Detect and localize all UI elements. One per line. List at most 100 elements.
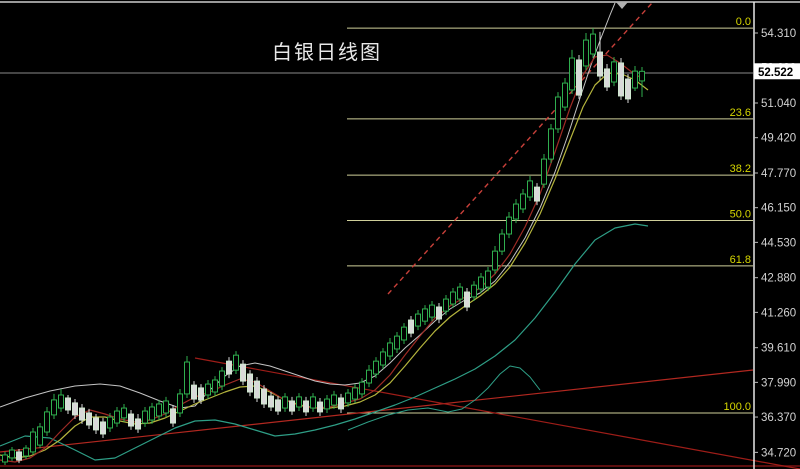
candle-up[interactable]: [611, 61, 617, 83]
candle-up[interactable]: [219, 370, 225, 387]
candle-down[interactable]: [240, 363, 246, 382]
descending-trendline[interactable]: [194, 357, 800, 469]
candle-down[interactable]: [408, 319, 414, 334]
candle-down[interactable]: [16, 451, 22, 461]
candle-up[interactable]: [387, 342, 393, 357]
candle-up[interactable]: [380, 351, 386, 366]
candle-up[interactable]: [345, 392, 351, 404]
candle-up[interactable]: [520, 193, 526, 210]
candle-up[interactable]: [310, 396, 316, 409]
candle-up[interactable]: [443, 298, 449, 312]
candle-up[interactable]: [37, 426, 43, 446]
candle-down[interactable]: [625, 78, 631, 100]
candle-up[interactable]: [429, 304, 435, 318]
candle-up[interactable]: [632, 70, 638, 89]
candle-up[interactable]: [331, 394, 337, 406]
candle-up[interactable]: [415, 313, 421, 327]
candle-up[interactable]: [296, 396, 302, 408]
candle-up[interactable]: [114, 410, 120, 424]
candle-up[interactable]: [212, 379, 218, 393]
candle-up[interactable]: [121, 407, 127, 419]
candle-down[interactable]: [65, 397, 71, 411]
candle-down[interactable]: [86, 412, 92, 426]
candle-down[interactable]: [534, 186, 540, 202]
candle-up[interactable]: [373, 360, 379, 375]
candle-up[interactable]: [184, 361, 190, 395]
candle-down[interactable]: [128, 413, 134, 427]
candle-down[interactable]: [247, 373, 253, 393]
candle-up[interactable]: [499, 233, 505, 252]
candle-down[interactable]: [100, 421, 106, 435]
candle-up[interactable]: [541, 158, 547, 185]
candle-down[interactable]: [254, 380, 260, 399]
candle-up[interactable]: [506, 216, 512, 235]
price-axis[interactable]: 54.31052.69051.04049.42047.77046.15044.5…: [753, 2, 796, 469]
candle-up[interactable]: [58, 394, 64, 409]
candle-up[interactable]: [205, 383, 211, 396]
candle-up[interactable]: [527, 180, 533, 198]
candle-up[interactable]: [44, 411, 50, 433]
candle-down[interactable]: [436, 306, 442, 320]
candle-up[interactable]: [450, 291, 456, 305]
candle-up[interactable]: [30, 431, 36, 453]
candle-up[interactable]: [142, 410, 148, 424]
candle-down[interactable]: [317, 401, 323, 413]
candle-up[interactable]: [156, 403, 162, 417]
candle-up[interactable]: [9, 449, 15, 459]
candle-down[interactable]: [597, 51, 603, 77]
candle-up[interactable]: [352, 387, 358, 400]
candle-down[interactable]: [338, 397, 344, 410]
candle-up[interactable]: [233, 354, 239, 371]
candle-up[interactable]: [639, 70, 645, 82]
candle-up[interactable]: [422, 308, 428, 322]
candle-up[interactable]: [569, 57, 575, 91]
candle-down[interactable]: [275, 399, 281, 412]
candle-up[interactable]: [2, 454, 8, 463]
candle-up[interactable]: [492, 250, 498, 271]
candle-down[interactable]: [464, 291, 470, 308]
candle-up[interactable]: [149, 406, 155, 421]
candle-up[interactable]: [177, 393, 183, 414]
candle-down[interactable]: [576, 59, 582, 96]
candle-down[interactable]: [72, 402, 78, 416]
candle-up[interactable]: [590, 33, 596, 55]
candle-down[interactable]: [303, 400, 309, 413]
candle-up[interactable]: [562, 82, 568, 108]
candle-up[interactable]: [583, 39, 589, 67]
candle-up[interactable]: [478, 276, 484, 290]
candle-up[interactable]: [51, 399, 57, 416]
candle-down[interactable]: [618, 62, 624, 97]
candle-down[interactable]: [226, 360, 232, 375]
candle-up[interactable]: [324, 398, 330, 410]
scroll-marker-icon[interactable]: [616, 2, 628, 9]
channel-dashed-line[interactable]: [387, 2, 653, 295]
candle-down[interactable]: [289, 400, 295, 412]
candle-up[interactable]: [513, 203, 519, 220]
candle-up[interactable]: [359, 381, 365, 395]
candle-up[interactable]: [457, 286, 463, 300]
candle-up[interactable]: [107, 416, 113, 429]
fibonacci-retracement[interactable]: [347, 27, 753, 414]
candle-down[interactable]: [93, 417, 99, 431]
candle-down[interactable]: [268, 395, 274, 408]
candle-down[interactable]: [135, 418, 141, 430]
candle-down[interactable]: [191, 384, 197, 400]
candle-up[interactable]: [163, 400, 169, 414]
candle-up[interactable]: [282, 396, 288, 409]
candle-up[interactable]: [548, 128, 554, 160]
candle-up[interactable]: [485, 270, 491, 288]
candlestick-series[interactable]: [2, 28, 645, 465]
candle-down[interactable]: [79, 407, 85, 421]
candle-up[interactable]: [23, 447, 29, 457]
candle-up[interactable]: [555, 96, 561, 130]
candle-up[interactable]: [401, 326, 407, 341]
axis-tick-label: 37.990: [761, 377, 796, 389]
candle-up[interactable]: [394, 335, 400, 350]
candle-down[interactable]: [261, 388, 267, 405]
candle-down[interactable]: [170, 408, 176, 424]
candle-down[interactable]: [198, 387, 204, 401]
candle-up[interactable]: [471, 284, 477, 298]
candle-down[interactable]: [604, 68, 610, 88]
candle-up[interactable]: [366, 369, 372, 384]
